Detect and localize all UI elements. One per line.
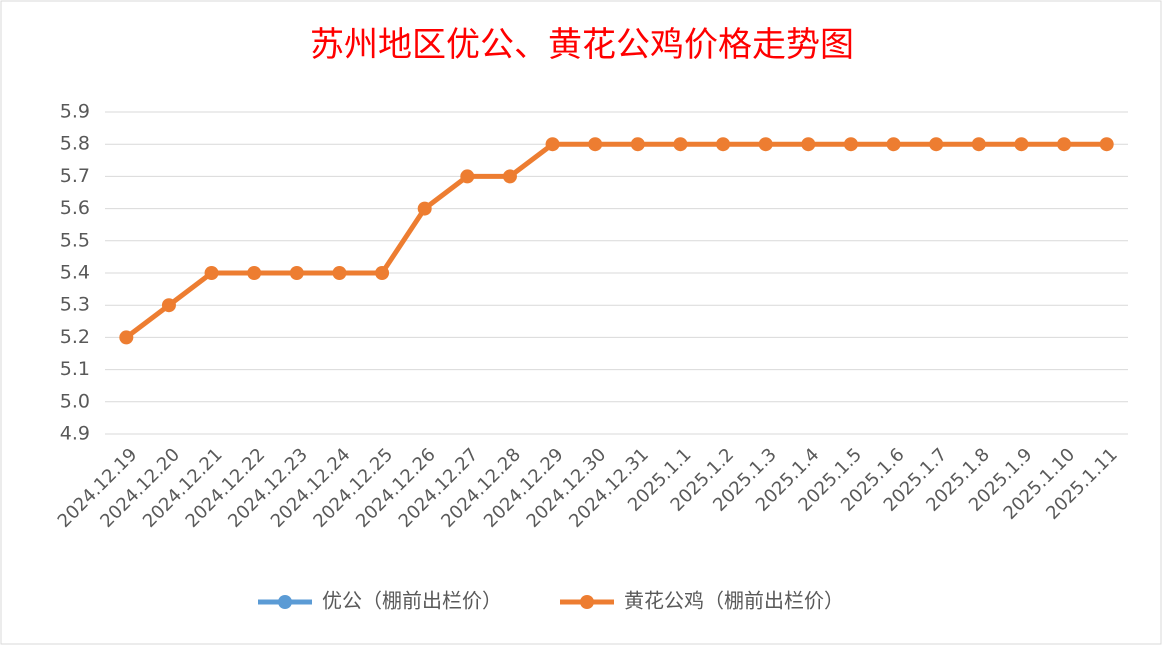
data-point: [673, 137, 688, 152]
y-tick-label: 5.7: [60, 165, 90, 187]
y-tick-label: 5.4: [60, 262, 90, 284]
data-point: [375, 266, 390, 280]
legend-marker: [580, 595, 594, 609]
y-tick-label: 5.6: [60, 197, 90, 219]
data-point: [119, 330, 134, 345]
data-point: [1057, 137, 1072, 152]
y-tick-label: 5.8: [60, 133, 90, 155]
data-point: [716, 137, 731, 152]
data-point: [247, 266, 262, 280]
y-tick-label: 5.1: [60, 358, 90, 380]
y-tick-label: 4.9: [60, 423, 90, 445]
data-point: [332, 266, 347, 280]
data-point: [204, 266, 219, 280]
data-point: [502, 169, 517, 184]
data-point: [545, 137, 560, 152]
data-point: [460, 169, 475, 184]
y-tick-label: 5.3: [60, 294, 90, 316]
data-point: [1099, 137, 1114, 152]
data-point: [843, 137, 858, 152]
legend-marker: [278, 595, 292, 609]
data-point: [886, 137, 901, 152]
data-point: [971, 137, 986, 152]
y-tick-label: 5.9: [60, 101, 90, 123]
legend-label: 优公（棚前出栏价）: [322, 589, 502, 613]
y-tick-label: 5.5: [60, 229, 90, 251]
y-tick-label: 5.0: [60, 390, 90, 412]
data-point: [758, 137, 773, 152]
data-point: [588, 137, 603, 152]
data-point: [929, 137, 944, 152]
data-point: [1014, 137, 1029, 152]
data-point: [630, 137, 645, 152]
data-point: [161, 298, 176, 313]
y-tick-label: 5.2: [60, 326, 90, 348]
series-line: [124, 141, 1107, 340]
data-point: [417, 201, 432, 216]
chart-title: 苏州地区优公、黄花公鸡价格走势图: [310, 25, 854, 65]
data-point: [801, 137, 816, 152]
legend-label: 黄花公鸡（棚前出栏价）: [624, 589, 844, 613]
data-point: [289, 266, 304, 280]
